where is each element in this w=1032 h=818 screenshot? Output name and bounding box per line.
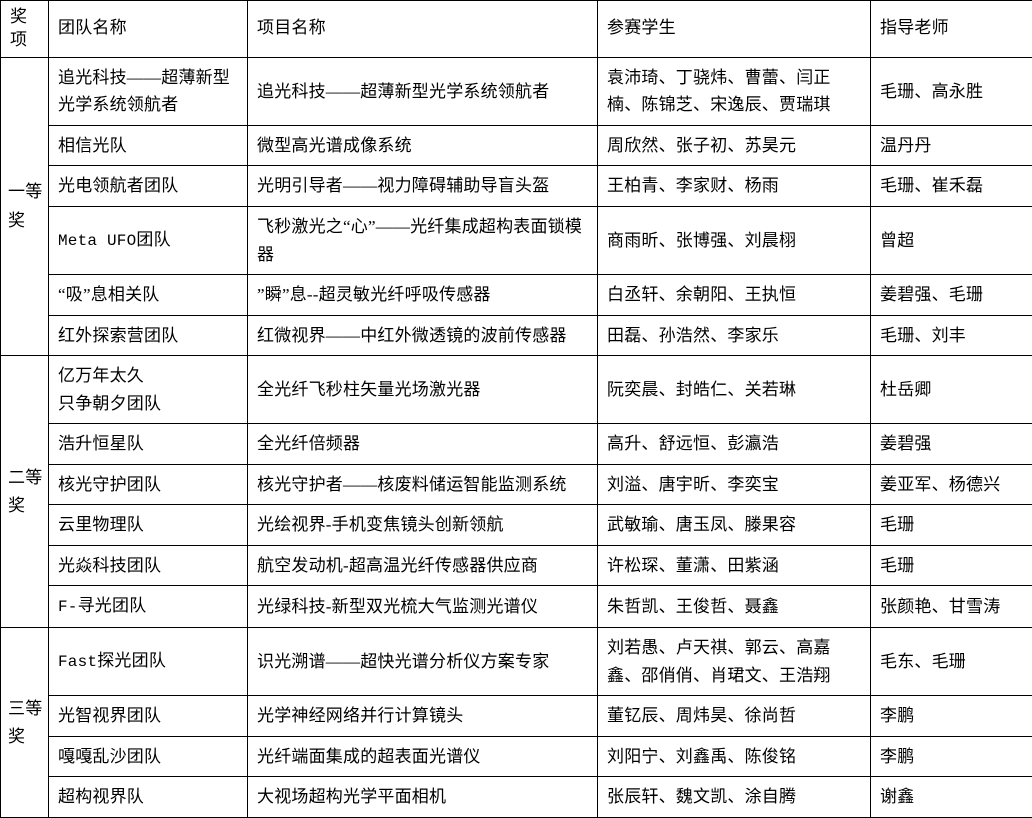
table-row: Meta UFO团队飞秒激光之“心”——光纤集成超构表面锁模器商雨昕、张博强、刘… xyxy=(1,207,1032,275)
teachers-cell: 毛东、毛珊 xyxy=(871,628,1032,696)
teachers-cell: 张颜艳、甘雪涛 xyxy=(871,586,1032,628)
teachers-cell: 姜亚军、杨德兴 xyxy=(871,464,1032,505)
teachers-cell: 谢鑫 xyxy=(871,777,1032,818)
table-row: 一等奖追光科技——超薄新型光学系统领航者追光科技——超薄新型光学系统领航者袁沛琦… xyxy=(1,57,1032,125)
students-cell: 高升、舒远恒、彭瀛浩 xyxy=(598,424,871,465)
team-name-cell: 光电领航者团队 xyxy=(49,166,248,207)
team-name-cell: Meta UFO团队 xyxy=(49,207,248,275)
students-cell: 袁沛琦、丁骁炜、曹蕾、闫正楠、陈锦芝、宋逸辰、贾瑞琪 xyxy=(598,57,871,125)
project-name-cell: 大视场超构光学平面相机 xyxy=(248,777,598,818)
students-cell: 许松琛、董潇、田紫涵 xyxy=(598,545,871,586)
students-cell: 刘若愚、卢天祺、郭云、高嘉鑫、邵俏俏、肖珺文、王浩翔 xyxy=(598,628,871,696)
project-name-cell: 航空发动机-超高温光纤传感器供应商 xyxy=(248,545,598,586)
table-row: 光智视界团队光学神经网络并行计算镜头董钇辰、周炜昊、徐尚哲李鹏 xyxy=(1,696,1032,737)
project-name-cell: 飞秒激光之“心”——光纤集成超构表面锁模器 xyxy=(248,207,598,275)
students-cell: 商雨昕、张博强、刘晨栩 xyxy=(598,207,871,275)
project-name-cell: 追光科技——超薄新型光学系统领航者 xyxy=(248,57,598,125)
award-group-label: 一等奖 xyxy=(1,57,49,355)
teachers-cell: 李鹏 xyxy=(871,736,1032,777)
students-cell: 周欣然、张子初、苏昊元 xyxy=(598,125,871,166)
table-body: 一等奖追光科技——超薄新型光学系统领航者追光科技——超薄新型光学系统领航者袁沛琦… xyxy=(1,57,1032,817)
team-name-cell: 核光守护团队 xyxy=(49,464,248,505)
award-group-label: 二等奖 xyxy=(1,356,49,628)
column-header-team: 团队名称 xyxy=(49,1,248,58)
team-name-cell: “吸”息相关队 xyxy=(49,275,248,316)
teachers-cell: 温丹丹 xyxy=(871,125,1032,166)
column-header-award: 奖项 xyxy=(1,1,49,58)
students-cell: 朱哲凯、王俊哲、聂鑫 xyxy=(598,586,871,628)
teachers-cell: 杜岳卿 xyxy=(871,356,1032,424)
latin-text: Fast xyxy=(58,653,97,671)
project-name-cell: 光纤端面集成的超表面光谱仪 xyxy=(248,736,598,777)
table-row: 核光守护团队核光守护者——核废料储运智能监测系统刘溢、唐宇昕、李奕宝姜亚军、杨德… xyxy=(1,464,1032,505)
teachers-cell: 毛珊、刘丰 xyxy=(871,315,1032,356)
students-cell: 王柏青、李家财、杨雨 xyxy=(598,166,871,207)
table-row: 二等奖亿万年太久只争朝夕团队全光纤飞秒柱矢量光场激光器阮奕晨、封皓仁、关若琳杜岳… xyxy=(1,356,1032,424)
table-row: 超构视界队大视场超构光学平面相机张辰轩、魏文凯、涂自腾谢鑫 xyxy=(1,777,1032,818)
project-name-cell: 识光溯谱——超快光谱分析仪方案专家 xyxy=(248,628,598,696)
project-name-cell: ”瞬”息--超灵敏光纤呼吸传感器 xyxy=(248,275,598,316)
column-header-project: 项目名称 xyxy=(248,1,598,58)
team-name-cell: Fast探光团队 xyxy=(49,628,248,696)
team-name-cell: 亿万年太久只争朝夕团队 xyxy=(49,356,248,424)
team-name-cell: 超构视界队 xyxy=(49,777,248,818)
teachers-cell: 姜碧强、毛珊 xyxy=(871,275,1032,316)
teachers-cell: 姜碧强 xyxy=(871,424,1032,465)
team-name-cell: 浩升恒星队 xyxy=(49,424,248,465)
table-row: 红外探索营团队红微视界——中红外微透镜的波前传感器田磊、孙浩然、李家乐毛珊、刘丰 xyxy=(1,315,1032,356)
team-name-cell: F-寻光团队 xyxy=(49,586,248,628)
team-name-cell: 光焱科技团队 xyxy=(49,545,248,586)
teachers-cell: 毛珊 xyxy=(871,505,1032,546)
project-name-cell: 微型高光谱成像系统 xyxy=(248,125,598,166)
students-cell: 白丞轩、余朝阳、王执恒 xyxy=(598,275,871,316)
team-name-cell: 相信光队 xyxy=(49,125,248,166)
table-row: 云里物理队光绘视界-手机变焦镜头创新领航武敏瑜、唐玉凤、滕果容毛珊 xyxy=(1,505,1032,546)
latin-text: Meta UFO xyxy=(58,232,136,250)
table-row: 相信光队微型高光谱成像系统周欣然、张子初、苏昊元温丹丹 xyxy=(1,125,1032,166)
students-cell: 武敏瑜、唐玉凤、滕果容 xyxy=(598,505,871,546)
project-name-cell: 光学神经网络并行计算镜头 xyxy=(248,696,598,737)
latin-text: F- xyxy=(58,598,78,616)
team-name-cell: 追光科技——超薄新型光学系统领航者 xyxy=(49,57,248,125)
table-row: 光焱科技团队航空发动机-超高温光纤传感器供应商许松琛、董潇、田紫涵毛珊 xyxy=(1,545,1032,586)
students-cell: 张辰轩、魏文凯、涂自腾 xyxy=(598,777,871,818)
students-cell: 董钇辰、周炜昊、徐尚哲 xyxy=(598,696,871,737)
project-name-cell: 全光纤飞秒柱矢量光场激光器 xyxy=(248,356,598,424)
teachers-cell: 毛珊、高永胜 xyxy=(871,57,1032,125)
teachers-cell: 曾超 xyxy=(871,207,1032,275)
teachers-cell: 毛珊 xyxy=(871,545,1032,586)
project-name-cell: 全光纤倍频器 xyxy=(248,424,598,465)
table-header: 奖项 团队名称 项目名称 参赛学生 指导老师 xyxy=(1,1,1032,58)
project-name-cell: 光明引导者——视力障碍辅助导盲头盔 xyxy=(248,166,598,207)
students-cell: 阮奕晨、封皓仁、关若琳 xyxy=(598,356,871,424)
table-row: 浩升恒星队全光纤倍频器高升、舒远恒、彭瀛浩姜碧强 xyxy=(1,424,1032,465)
column-header-students: 参赛学生 xyxy=(598,1,871,58)
project-name-cell: 光绿科技-新型双光梳大气监测光谱仪 xyxy=(248,586,598,628)
award-group-label: 三等奖 xyxy=(1,628,49,818)
table-header-row: 奖项 团队名称 项目名称 参赛学生 指导老师 xyxy=(1,1,1032,58)
team-name-cell: 嘎嘎乱沙团队 xyxy=(49,736,248,777)
project-name-cell: 光绘视界-手机变焦镜头创新领航 xyxy=(248,505,598,546)
teachers-cell: 李鹏 xyxy=(871,696,1032,737)
table-row: 光电领航者团队光明引导者——视力障碍辅助导盲头盔王柏青、李家财、杨雨毛珊、崔禾磊 xyxy=(1,166,1032,207)
table-row: F-寻光团队光绿科技-新型双光梳大气监测光谱仪朱哲凯、王俊哲、聂鑫张颜艳、甘雪涛 xyxy=(1,586,1032,628)
students-cell: 刘阳宁、刘鑫禹、陈俊铭 xyxy=(598,736,871,777)
project-name-cell: 红微视界——中红外微透镜的波前传感器 xyxy=(248,315,598,356)
project-name-cell: 核光守护者——核废料储运智能监测系统 xyxy=(248,464,598,505)
table-row: “吸”息相关队”瞬”息--超灵敏光纤呼吸传感器白丞轩、余朝阳、王执恒姜碧强、毛珊 xyxy=(1,275,1032,316)
team-name-cell: 光智视界团队 xyxy=(49,696,248,737)
column-header-teachers: 指导老师 xyxy=(871,1,1032,58)
students-cell: 田磊、孙浩然、李家乐 xyxy=(598,315,871,356)
team-name-cell: 云里物理队 xyxy=(49,505,248,546)
team-name-cell: 红外探索营团队 xyxy=(49,315,248,356)
students-cell: 刘溢、唐宇昕、李奕宝 xyxy=(598,464,871,505)
teachers-cell: 毛珊、崔禾磊 xyxy=(871,166,1032,207)
table-row: 嘎嘎乱沙团队光纤端面集成的超表面光谱仪刘阳宁、刘鑫禹、陈俊铭李鹏 xyxy=(1,736,1032,777)
